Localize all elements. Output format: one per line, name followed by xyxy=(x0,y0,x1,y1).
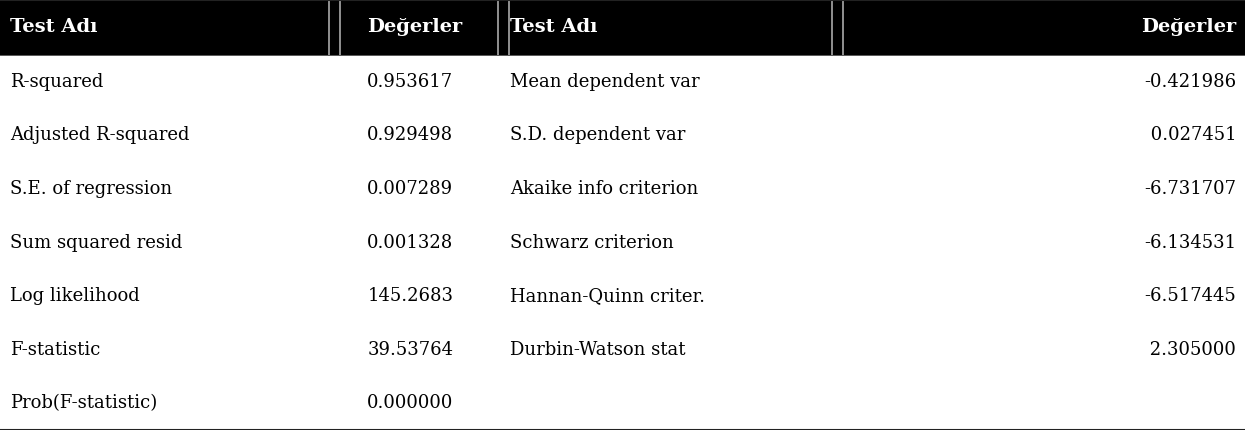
Text: 39.53764: 39.53764 xyxy=(367,341,453,359)
Text: 0.953617: 0.953617 xyxy=(367,73,453,91)
Text: S.E. of regression: S.E. of regression xyxy=(10,180,172,198)
Text: -6.731707: -6.731707 xyxy=(1144,180,1236,198)
Text: Schwarz criterion: Schwarz criterion xyxy=(510,233,675,252)
Text: -6.517445: -6.517445 xyxy=(1144,287,1236,305)
Text: Mean dependent var: Mean dependent var xyxy=(510,73,700,91)
Text: Prob(F-statistic): Prob(F-statistic) xyxy=(10,394,157,412)
Text: Değerler: Değerler xyxy=(367,18,463,37)
Text: Hannan-Quinn criter.: Hannan-Quinn criter. xyxy=(510,287,706,305)
Text: 145.2683: 145.2683 xyxy=(367,287,453,305)
Text: 0.027451: 0.027451 xyxy=(1144,126,1236,144)
Text: R-squared: R-squared xyxy=(10,73,103,91)
Text: Durbin-Watson stat: Durbin-Watson stat xyxy=(510,341,686,359)
Text: -6.134531: -6.134531 xyxy=(1144,233,1236,252)
Text: F-statistic: F-statistic xyxy=(10,341,101,359)
Text: Değerler: Değerler xyxy=(1140,18,1236,37)
Bar xyxy=(0,0,1245,55)
Text: -0.421986: -0.421986 xyxy=(1144,73,1236,91)
Text: 2.305000: 2.305000 xyxy=(1144,341,1236,359)
Text: 0.001328: 0.001328 xyxy=(367,233,453,252)
Text: Log likelihood: Log likelihood xyxy=(10,287,139,305)
Text: 0.929498: 0.929498 xyxy=(367,126,453,144)
Text: Test Adı: Test Adı xyxy=(10,18,97,37)
Text: Sum squared resid: Sum squared resid xyxy=(10,233,182,252)
Text: Test Adı: Test Adı xyxy=(510,18,598,37)
Text: 0.007289: 0.007289 xyxy=(367,180,453,198)
Text: S.D. dependent var: S.D. dependent var xyxy=(510,126,686,144)
Text: Adjusted R-squared: Adjusted R-squared xyxy=(10,126,189,144)
Text: 0.000000: 0.000000 xyxy=(367,394,453,412)
Text: Akaike info criterion: Akaike info criterion xyxy=(510,180,698,198)
